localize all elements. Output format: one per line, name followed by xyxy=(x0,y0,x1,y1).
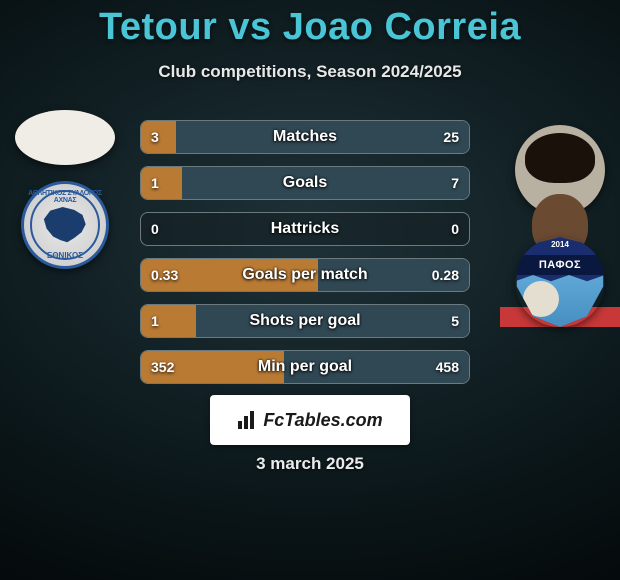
stat-row: 15Shots per goal xyxy=(140,304,470,338)
right-club-badge: 2014 ΠΑΦΟΣ xyxy=(515,237,605,327)
stat-row: 17Goals xyxy=(140,166,470,200)
right-player-photo xyxy=(515,125,605,215)
watermark-text: FcTables.com xyxy=(263,410,382,431)
right-badge-year: 2014 xyxy=(515,240,605,249)
left-player-placeholder-icon xyxy=(15,110,115,165)
stat-row: 00Hattricks xyxy=(140,212,470,246)
left-badge-text-top: ΑΘΛΗΤΙΚΟΣ ΣΥΛΛΟΓΟΣ ΑΧΝΑΣ xyxy=(24,190,106,204)
page-title: Tetour vs Joao Correia xyxy=(0,6,620,49)
left-badge-text-bottom: ΕΘΝΙΚΟΣ xyxy=(24,251,106,260)
stat-row: 352458Min per goal xyxy=(140,350,470,384)
right-player-column: 2014 ΠΑΦΟΣ xyxy=(500,125,620,327)
left-player-column: ΑΘΛΗΤΙΚΟΣ ΣΥΛΛΟΓΟΣ ΑΧΝΑΣ ΕΘΝΙΚΟΣ xyxy=(0,110,130,269)
stat-row: 325Matches xyxy=(140,120,470,154)
bar-chart-icon xyxy=(237,411,257,429)
stat-row: 0.330.28Goals per match xyxy=(140,258,470,292)
left-club-badge: ΑΘΛΗΤΙΚΟΣ ΣΥΛΛΟΓΟΣ ΑΧΝΑΣ ΕΘΝΙΚΟΣ xyxy=(21,181,109,269)
right-badge-label: ΠΑΦΟΣ xyxy=(515,255,605,275)
stat-label: Goals per match xyxy=(141,259,469,291)
stat-label: Min per goal xyxy=(141,351,469,383)
left-badge-map-icon xyxy=(42,207,88,243)
stat-label: Shots per goal xyxy=(141,305,469,337)
stats-block: 325Matches 17Goals 00Hattricks 0.330.28Goal… xyxy=(140,120,470,396)
page-subtitle: Club competitions, Season 2024/2025 xyxy=(0,62,620,82)
stat-label: Matches xyxy=(141,121,469,153)
infographic-root: Tetour vs Joao Correia Club competitions… xyxy=(0,0,620,580)
stat-label: Goals xyxy=(141,167,469,199)
stat-label: Hattricks xyxy=(141,213,469,245)
infographic-date: 3 march 2025 xyxy=(0,454,620,474)
fctables-watermark: FcTables.com xyxy=(210,395,410,445)
